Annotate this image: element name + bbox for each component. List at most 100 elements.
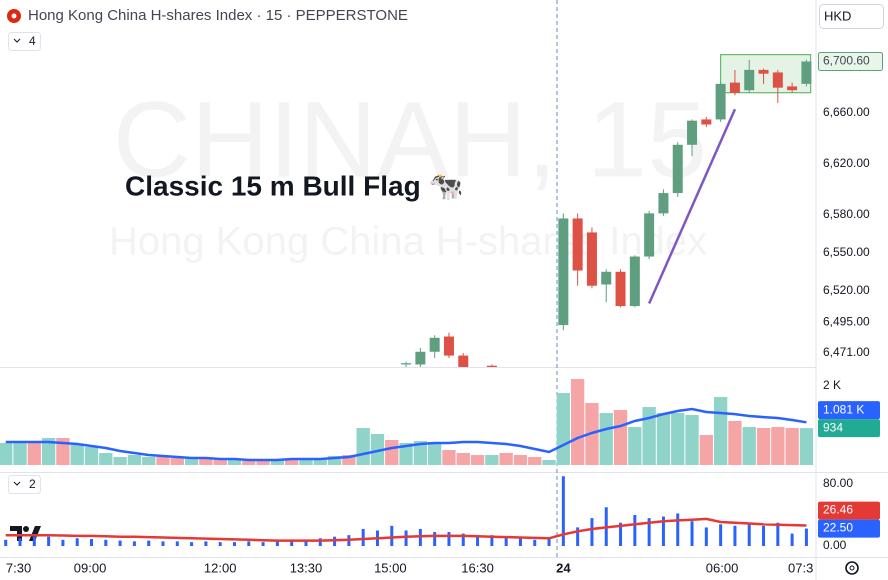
- candle-body: [586, 232, 597, 286]
- volume-bar: [256, 459, 270, 465]
- volume-bar: [385, 439, 399, 465]
- x-tick-label: 7:30: [6, 560, 31, 575]
- volume-bar: [242, 461, 256, 465]
- candle-body: [629, 256, 640, 307]
- volume-bar: [470, 455, 485, 465]
- y-tick-label: 6,471.00: [823, 345, 870, 359]
- volume-bar: [41, 437, 56, 465]
- x-tick-label: 13:30: [290, 560, 323, 575]
- indicator-bar: [275, 541, 279, 547]
- indicator-bar: [647, 518, 651, 547]
- indicator-bar: [533, 539, 537, 547]
- last-price-box: [818, 52, 883, 72]
- indicator-bar: [633, 515, 637, 547]
- indicator-bar: [247, 541, 251, 547]
- indicator-bar: [361, 528, 365, 547]
- volume-bar: [285, 459, 299, 465]
- indicator-bar: [175, 541, 179, 547]
- candle-body: [715, 83, 726, 120]
- indicator-bar: [104, 539, 108, 547]
- volume-bar: [227, 459, 242, 465]
- indicator-bar: [232, 542, 236, 547]
- candle-body: [658, 193, 669, 214]
- last-value-box: [818, 401, 880, 420]
- last-price-label: 6,700.60: [823, 54, 870, 68]
- watermark-symbol: CHINAH, 15: [113, 79, 707, 200]
- settings-icon[interactable]: [845, 561, 859, 575]
- volume-bar: [528, 456, 542, 465]
- candle-body: [787, 86, 798, 91]
- chevron: [13, 481, 21, 486]
- candle-body: [772, 72, 783, 88]
- volume-bar: [771, 427, 785, 465]
- last-value-box: [818, 501, 880, 520]
- y-tick-label: 0.00: [823, 538, 847, 552]
- indicator-bar: [504, 536, 508, 547]
- indicator-bar: [776, 522, 780, 547]
- candle-body: [601, 271, 612, 285]
- indicator-bar: [461, 533, 465, 547]
- volume-bar: [785, 427, 799, 465]
- indicator-bar: [18, 538, 22, 547]
- logo-part: [29, 526, 41, 541]
- indicator-toggle[interactable]: [8, 475, 41, 494]
- indicator-bar: [433, 532, 437, 547]
- chevron: [13, 38, 21, 43]
- indicator-bar: [476, 536, 480, 547]
- candle-body: [486, 365, 497, 367]
- volume-bar: [113, 456, 127, 465]
- line: [5, 517, 807, 542]
- gear: [849, 565, 855, 571]
- indicator-bar: [590, 518, 594, 547]
- volume-bar: [213, 458, 227, 465]
- pane-legend[interactable]: 4 2: [8, 32, 41, 494]
- y-tick-label: 6,660.00: [823, 105, 870, 119]
- y-tick-label: 6,550.00: [823, 245, 870, 259]
- candle-body: [443, 336, 454, 356]
- watermark-name: Hong Kong China H-shares Index: [109, 220, 707, 264]
- candle-body: [615, 271, 626, 307]
- volume-bar: [327, 455, 342, 465]
- x-tick-label: 24: [556, 560, 571, 575]
- y-tick-label: 6,495.00: [823, 315, 870, 329]
- y-tick-label: 6,520.00: [823, 283, 870, 297]
- candle-body: [401, 363, 412, 365]
- indicator-bar: [661, 516, 665, 547]
- volume-bar: [342, 455, 356, 465]
- currency[interactable]: HKD: [824, 8, 851, 23]
- last-value-box: [818, 519, 880, 538]
- indicator-toggle[interactable]: [8, 32, 41, 51]
- volume-bar: [685, 414, 699, 465]
- indicator-bar: [747, 522, 751, 547]
- last-value-label: 934: [823, 420, 843, 434]
- gear[interactable]: [845, 561, 859, 575]
- indicator-bar: [290, 541, 294, 547]
- indicator-bar: [90, 539, 94, 547]
- volume-bar: [127, 455, 142, 465]
- x-tick-label: 06:00: [706, 560, 739, 575]
- indicator-bar: [75, 538, 79, 547]
- indicator-bar: [47, 536, 51, 547]
- volume-bar: [799, 428, 814, 465]
- volume-bar: [513, 455, 528, 465]
- volume-bar: [170, 458, 184, 465]
- volume-bar: [671, 413, 685, 465]
- indicator-bar: [762, 525, 766, 547]
- volume-bar: [485, 455, 499, 465]
- price-pane: [401, 54, 812, 367]
- candle-body: [644, 213, 655, 257]
- volume-bar: [713, 396, 728, 465]
- indicator-bar: [490, 535, 494, 547]
- flag-icon: [11, 13, 17, 19]
- indicator-count[interactable]: 2: [29, 477, 36, 491]
- tv-logo: [10, 526, 41, 541]
- indicator-bar: [547, 538, 551, 547]
- volume-bar: [399, 443, 413, 465]
- x-tick-label: 15:00: [374, 560, 407, 575]
- indicator-bar: [61, 539, 65, 547]
- volume-bar: [499, 452, 513, 465]
- currency-button[interactable]: [819, 4, 884, 29]
- x-tick-label: 07:3: [788, 560, 813, 575]
- indicator-count[interactable]: 4: [29, 34, 36, 48]
- last-value-label: 1.081 K: [823, 402, 864, 416]
